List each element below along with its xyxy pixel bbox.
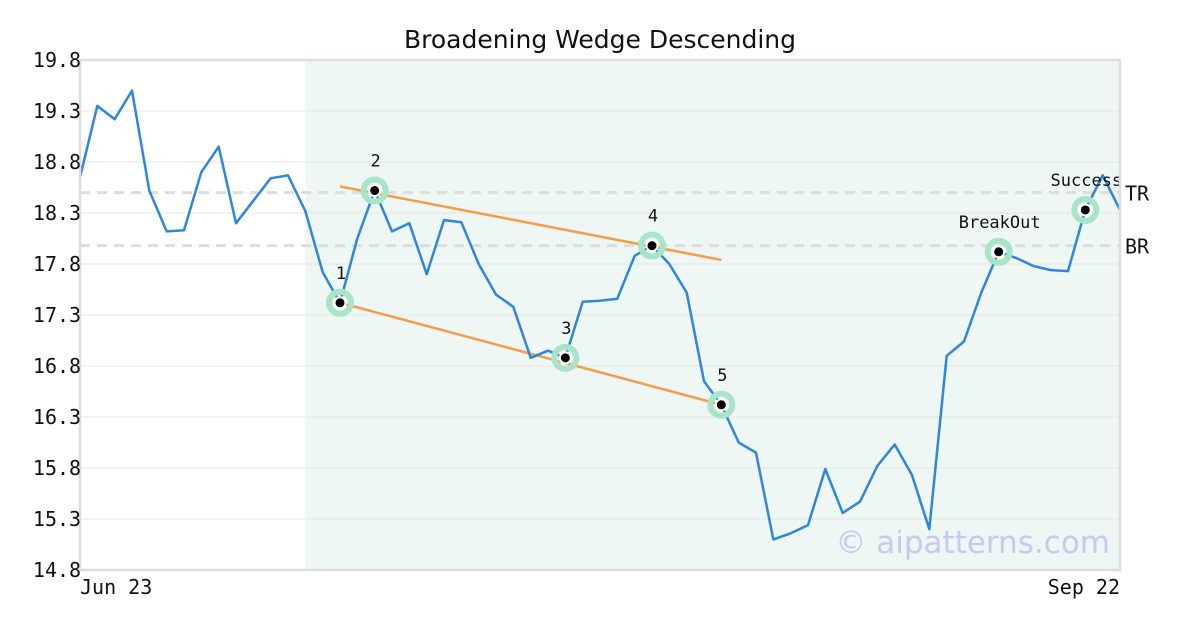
y-tick-label: 16.3: [33, 405, 81, 429]
y-tick-label: 17.8: [33, 252, 81, 276]
point-marker: [992, 245, 1006, 259]
reference-lines: TR BR: [80, 182, 1150, 259]
wedge-trendline: [339, 301, 722, 406]
point-halo: [707, 390, 736, 419]
x-tick-label: Jun 23: [80, 575, 152, 599]
y-tick-label: 15.8: [33, 456, 81, 480]
point-label: 4: [648, 207, 658, 227]
x-tick-label: Sep 22: [1048, 575, 1120, 599]
pattern-points: 1 2 3 4 5 BreakOut Success: [326, 152, 1123, 419]
plot-frame: [78, 58, 1122, 572]
chart-title: Broadening Wedge Descending: [404, 25, 796, 54]
reference-label: BR: [1125, 235, 1150, 259]
point-label: Success: [1051, 171, 1123, 191]
point-halo: [638, 231, 666, 260]
y-tick-label: 14.8: [33, 558, 81, 582]
point-marker: [714, 398, 728, 412]
y-tick-label: 17.3: [33, 303, 81, 327]
point-marker: [1078, 203, 1092, 217]
point-halo: [1071, 195, 1100, 224]
point-label: BreakOut: [959, 213, 1041, 233]
y-axis-ticks: 19.8 19.3 18.8 18.3 17.8 17.3 16.8 16.3 15.8 15.3…: [33, 48, 81, 582]
y-tick-label: 19.8: [33, 48, 81, 72]
point-marker: [558, 351, 572, 365]
x-axis-ticks: Jun 23 Sep 22: [80, 575, 1120, 599]
y-tick-label: 19.3: [33, 99, 81, 123]
y-tick-label: 15.3: [33, 507, 81, 531]
point-halo: [360, 176, 389, 205]
point-label: 2: [371, 152, 381, 172]
reference-label: TR: [1125, 182, 1150, 206]
y-tick-label: 18.3: [33, 201, 81, 225]
point-label: 5: [717, 366, 727, 386]
point-marker: [645, 239, 659, 253]
price-series-line: [78, 89, 1122, 541]
point-marker: [368, 184, 382, 198]
point-label: 1: [336, 264, 346, 284]
point-halo: [326, 288, 354, 317]
point-halo: [551, 343, 580, 372]
point-label: 3: [561, 319, 571, 339]
watermark: © aipatterns.com: [835, 525, 1110, 561]
point-halo: [984, 237, 1013, 266]
y-tick-label: 18.8: [33, 150, 81, 174]
point-marker: [333, 296, 347, 310]
y-tick-label: 16.8: [33, 354, 81, 378]
